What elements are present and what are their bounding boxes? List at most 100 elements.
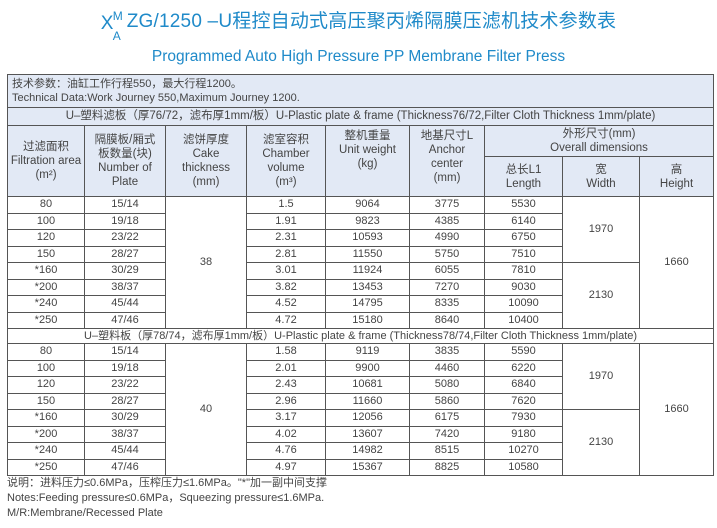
cell-weight: 9900: [325, 359, 410, 377]
note-mr: M/R:Membrane/Recessed Plate: [7, 507, 163, 519]
cell-weight: 9119: [325, 343, 410, 361]
header-zh: 高: [670, 163, 683, 176]
table-row: 80 15/14 38 1.5 9064 3775 5530 1970 1660: [7, 196, 715, 329]
title-english: Programmed Auto High Pressure PP Membran…: [151, 48, 566, 65]
cell-plates: 30/29: [84, 262, 166, 280]
cell-volume: 2.81: [246, 245, 326, 263]
cell-length: 5530: [484, 196, 563, 214]
cell-anchor: 3775: [409, 196, 485, 214]
cell-length: 10580: [484, 458, 563, 476]
cell-width: 1970: [562, 196, 640, 263]
cell-length: 6750: [484, 229, 563, 247]
cell-area: 120: [7, 376, 85, 394]
prefix-m: M: [112, 9, 123, 23]
header-en: Number of: [98, 162, 152, 174]
cell-volume: 1.5: [246, 196, 326, 214]
cell-area: 100: [7, 359, 85, 377]
header-unit: (mm): [433, 172, 461, 184]
cell-length: 9180: [484, 425, 563, 443]
cell-anchor: 4385: [409, 212, 485, 230]
cell-length: 7620: [484, 392, 563, 410]
cell-volume: 3.01: [246, 262, 326, 280]
table-row: *250 47/46 4.97 15367 8825 10580: [7, 458, 714, 476]
cell-area: *240: [7, 295, 85, 313]
cell-anchor: 7270: [409, 278, 485, 296]
header-unit: (m³): [275, 176, 297, 188]
cell-volume: 4.02: [246, 425, 326, 443]
cell-volume: 3.17: [246, 409, 326, 427]
cell-length: 6140: [484, 212, 563, 230]
cell-width: 2130: [562, 409, 640, 476]
cell-height: 1660: [638, 196, 715, 329]
cell-volume: 1.91: [246, 212, 326, 230]
table-row: *200 38/37 3.82 13453 7270 9030: [7, 278, 714, 296]
cell-volume: 2.43: [246, 376, 326, 394]
header-unit: (kg): [357, 158, 378, 170]
cell-area: 100: [7, 212, 85, 230]
cell-anchor: 8825: [409, 458, 485, 476]
cell-length: 6220: [484, 359, 563, 377]
section-1-label: U–塑料滤板（厚76/72，滤布厚1mm/板）U-Plastic plate &…: [6, 107, 715, 126]
cell-plates: 30/29: [84, 409, 166, 427]
cell-weight: 15367: [325, 458, 410, 476]
header-zh: 地基尺寸L: [420, 130, 474, 142]
cell-area: 120: [7, 229, 85, 247]
cell-plates: 23/22: [84, 229, 166, 247]
cell-plates: 15/14: [84, 343, 166, 361]
cell-volume: 2.01: [246, 359, 326, 377]
cell-plates: 47/46: [84, 311, 166, 329]
cell-length: 9030: [484, 278, 563, 296]
header-zh: 外形尺寸(mm): [562, 128, 636, 141]
prefix-a: A: [112, 29, 121, 43]
cell-area: 80: [7, 343, 85, 361]
col-chamber-volume: 滤室容积 Chamber volume (m³): [246, 125, 326, 197]
cell-volume: 4.72: [246, 311, 326, 329]
cell-volume: 3.82: [246, 278, 326, 296]
table-row: 120 23/22 2.31 10593 4990 6750: [7, 229, 714, 247]
cell-plates: 19/18: [84, 359, 166, 377]
cell-area: 80: [7, 196, 85, 214]
header-unit: (m²): [35, 169, 57, 181]
cell-volume: 1.58: [246, 343, 326, 361]
cell-length: 10270: [484, 442, 563, 460]
header-en: Chamber: [262, 148, 310, 160]
technical-data-en: Technical Data:Work Journey 550,Maximum …: [12, 92, 300, 104]
model-prefix: X M A: [100, 9, 127, 43]
cell-anchor: 6175: [409, 409, 485, 427]
cell-plates: 38/37: [84, 278, 166, 296]
cell-volume: 4.52: [246, 295, 326, 313]
cell-volume: 4.76: [246, 442, 326, 460]
cell-anchor: 4990: [409, 229, 485, 247]
cell-weight: 14982: [325, 442, 410, 460]
table-row: *250 47/46 4.72 15180 8640 10400: [7, 311, 714, 329]
header-en: Length: [505, 177, 542, 190]
prefix-x: X: [100, 13, 114, 34]
cell-area: *200: [7, 425, 85, 443]
table-row: *160 30/29 3.17 12056 6175 7930 2130: [7, 409, 714, 476]
cell-area: *250: [7, 458, 85, 476]
col-cake-thickness: 滤饼厚度 Cake thickness (mm): [165, 125, 247, 197]
header-zh: 整机重量: [344, 130, 391, 142]
cell-plates: 45/44: [84, 295, 166, 313]
cell-weight: 9064: [325, 196, 410, 214]
header-zh: 宽: [595, 163, 607, 176]
header-en: Cake: [192, 148, 220, 160]
cell-length: 7930: [484, 409, 563, 427]
header-zh: 板数量(块): [98, 148, 152, 160]
header-zh: 过滤面积: [23, 141, 69, 153]
cell-anchor: 5750: [409, 245, 485, 263]
col-height: 高 Height: [638, 156, 715, 197]
notes: 说明：进料压力≤0.6MPa，压榨压力≤1.6MPa。"*"加一副中间支撑 No…: [7, 476, 327, 521]
cell-volume: 4.97: [246, 458, 326, 476]
title-zh-text: ZG/1250 –U程控自动式高压聚丙烯隔膜压滤机技术参数表: [126, 11, 617, 32]
note-en: Notes:Feeding pressure≤0.6MPa，Squeezing …: [7, 492, 325, 504]
cell-length: 7810: [484, 262, 563, 280]
col-filtration-area: 过滤面积 Filtration area (m²): [7, 125, 85, 197]
cell-anchor: 8515: [409, 442, 485, 460]
cell-area: *240: [7, 442, 85, 460]
header-zh: 隔膜板/厢式: [94, 134, 156, 146]
header-row: 过滤面积 Filtration area (m²) 隔膜板/厢式 板数量(块) …: [7, 124, 715, 197]
header-en: thickness: [182, 162, 230, 174]
cell-weight: 13607: [325, 425, 410, 443]
header-en: volume: [267, 162, 305, 174]
